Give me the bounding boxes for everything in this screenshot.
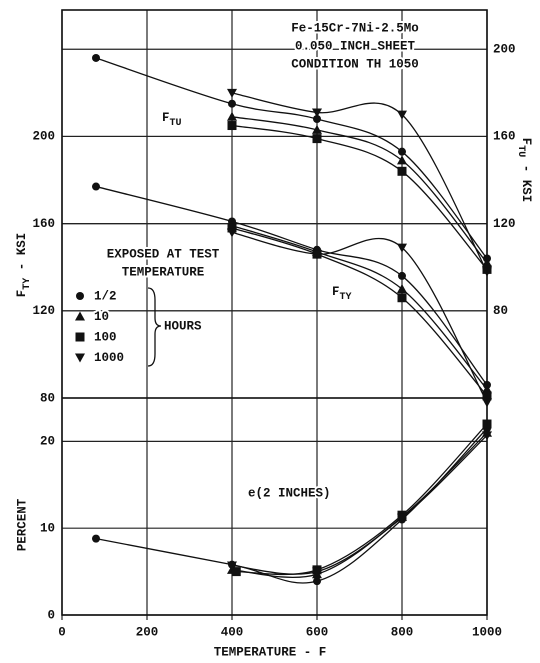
x-axis-label: TEMPERATURE - F xyxy=(214,645,327,659)
series-curve xyxy=(231,432,488,578)
marker xyxy=(397,284,407,294)
series-curve xyxy=(231,116,488,264)
marker xyxy=(227,223,237,233)
marker xyxy=(312,567,322,577)
y3-tick-label: 20 xyxy=(40,435,55,449)
marker xyxy=(227,121,237,131)
marker xyxy=(228,99,236,108)
legend-label: 1000 xyxy=(94,351,124,365)
marker xyxy=(312,108,322,118)
marker xyxy=(398,147,406,156)
legend-label: 10 xyxy=(94,310,109,324)
title-line: 0.050 INCH SHEET xyxy=(295,39,416,53)
marker xyxy=(397,293,407,303)
marker xyxy=(231,567,241,577)
y3-tick-label: 10 xyxy=(40,521,55,535)
x-tick-label: 200 xyxy=(136,625,159,639)
marker xyxy=(397,513,407,523)
x-tick-label: 800 xyxy=(391,625,414,639)
y2-tick-label: 120 xyxy=(493,217,516,231)
x-tick-label: 600 xyxy=(306,625,329,639)
legend-title: EXPOSED AT TEST xyxy=(107,247,220,261)
y-tick-label: 80 xyxy=(40,391,55,405)
y2-tick-label: 200 xyxy=(493,43,516,57)
marker xyxy=(227,88,237,98)
x-tick-label: 1000 xyxy=(472,625,502,639)
plot-frame xyxy=(61,9,488,616)
marker xyxy=(227,228,237,238)
marker xyxy=(312,250,322,260)
legend-title: TEMPERATURE xyxy=(122,265,205,279)
legend-brace xyxy=(147,287,162,367)
y3-axis-label: PERCENT xyxy=(15,498,29,551)
series-curve xyxy=(231,227,488,397)
legend: 1/2 10 100 1000 xyxy=(75,287,126,367)
series-curve xyxy=(231,225,488,390)
series-curve xyxy=(95,57,488,259)
annotation: FTY xyxy=(332,285,352,302)
y-axis-label: FTY - KSI xyxy=(15,233,32,298)
legend-label: 100 xyxy=(94,330,117,344)
grid xyxy=(61,10,488,620)
legend-marker xyxy=(76,292,84,300)
marker xyxy=(312,124,322,134)
series-curve xyxy=(231,434,488,575)
marker xyxy=(397,243,407,253)
x-tick-label: 400 xyxy=(221,625,244,639)
annotation: FTU xyxy=(162,111,182,128)
legend-marker xyxy=(75,332,85,342)
marker xyxy=(398,271,406,280)
marker xyxy=(397,110,407,120)
legend-unit: HOURS xyxy=(164,319,202,333)
marker xyxy=(312,134,322,144)
curves xyxy=(95,57,488,584)
y2-tick-label: 160 xyxy=(493,130,516,144)
y-tick-label: 160 xyxy=(32,217,55,231)
y3-tick-label: 0 xyxy=(47,608,55,622)
marker xyxy=(227,561,237,571)
marker xyxy=(227,111,237,121)
y-tick-label: 120 xyxy=(32,304,55,318)
series-curve xyxy=(231,92,488,272)
y-tick-label: 200 xyxy=(32,130,55,144)
series-curve xyxy=(95,427,488,584)
marker xyxy=(397,166,407,176)
x-tick-label: 0 xyxy=(58,625,66,639)
legend-marker xyxy=(75,311,85,321)
series-curve xyxy=(236,423,488,576)
title-line: CONDITION TH 1050 xyxy=(291,57,419,71)
legend-label: 1/2 xyxy=(94,289,117,303)
marker xyxy=(92,53,100,62)
marker xyxy=(397,155,407,165)
marker xyxy=(313,577,321,586)
series-curve xyxy=(231,124,488,270)
y2-tick-label: 80 xyxy=(493,304,508,318)
annotation: e(2 INCHES) xyxy=(248,486,331,500)
y2-axis-label: FTU - KSI xyxy=(515,138,532,203)
series-curve xyxy=(231,231,488,403)
marker xyxy=(92,534,100,543)
legend-marker xyxy=(75,353,85,363)
marker xyxy=(92,182,100,191)
marker xyxy=(313,114,321,123)
title-line: Fe-15Cr-7Ni-2.5Mo xyxy=(291,21,419,35)
